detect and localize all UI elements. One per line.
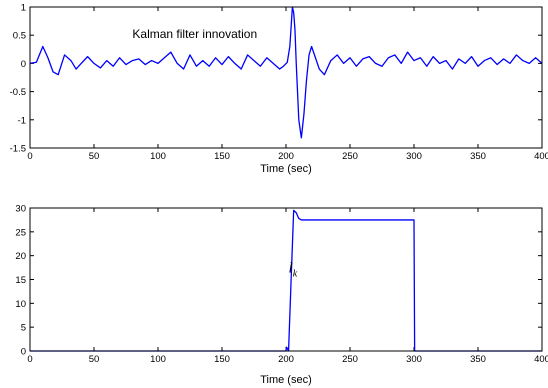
lk-y-tick-label: 25 — [15, 227, 26, 238]
lk-annotation-subscript: k — [293, 268, 298, 279]
lk-y-tick-label: 5 — [21, 323, 26, 334]
lk-x-tick-label: 250 — [342, 354, 358, 365]
innovation-x-tick-label: 250 — [342, 151, 358, 162]
innovation-y-tick-label: -1 — [18, 115, 26, 126]
innovation-y-tick-label: 0.5 — [13, 31, 26, 42]
lk-y-tick-label: 10 — [15, 299, 26, 310]
innovation-x-tick-label: 350 — [470, 151, 486, 162]
innovation-x-tick-label: 300 — [406, 151, 422, 162]
innovation-x-axis-label: Time (sec) — [260, 163, 312, 175]
lk-x-tick-label: 50 — [89, 354, 100, 365]
innovation-x-tick-label: 400 — [534, 151, 548, 162]
innovation-x-tick-label: 150 — [214, 151, 230, 162]
lk-y-tick-label: 15 — [15, 275, 26, 286]
innovation-x-tick-label: 200 — [278, 151, 294, 162]
innovation-x-tick-label: 0 — [27, 151, 32, 162]
lk-y-tick-label: 30 — [15, 204, 26, 215]
innovation-annotation: Kalman filter innovation — [132, 27, 257, 41]
lk-x-axis-label: Time (sec) — [260, 374, 312, 386]
innovation-y-tick-label: 0 — [21, 59, 26, 70]
lk-x-tick-label: 150 — [214, 354, 230, 365]
lk-y-tick-label: 20 — [15, 251, 26, 262]
innovation-x-tick-label: 100 — [150, 151, 166, 162]
innovation-y-tick-label: -0.5 — [10, 87, 26, 98]
lk-x-tick-label: 100 — [150, 354, 166, 365]
innovation-y-tick-label: -1.5 — [10, 144, 26, 155]
innovation-y-tick-label: 1 — [21, 3, 26, 14]
lk-x-tick-label: 300 — [406, 354, 422, 365]
lk-x-tick-label: 350 — [470, 354, 486, 365]
lk-x-tick-label: 200 — [278, 354, 294, 365]
lk-y-tick-label: 0 — [21, 347, 26, 358]
lk-x-tick-label: 400 — [534, 354, 548, 365]
lk-x-tick-label: 0 — [27, 354, 32, 365]
innovation-x-tick-label: 50 — [89, 151, 100, 162]
